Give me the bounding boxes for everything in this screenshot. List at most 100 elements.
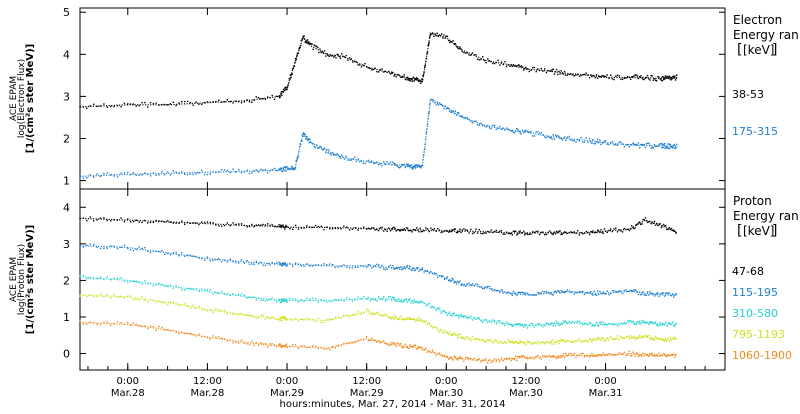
data-point [327,54,329,57]
data-point [127,171,129,174]
data-point [421,79,424,81]
data-point [428,350,430,353]
data-point [331,300,334,303]
data-point [106,293,108,296]
data-point [656,222,658,225]
data-point [281,225,284,227]
data-point [369,67,371,70]
data-point [510,324,512,326]
data-point [642,78,644,81]
series-1060-1900 [79,320,678,364]
data-point [666,325,668,327]
data-point [420,319,422,321]
data-point [103,296,105,298]
data-point [457,47,459,49]
data-point [580,75,582,77]
data-point [287,84,289,86]
data-point [463,338,465,340]
data-point [149,175,152,177]
data-point [632,226,634,229]
data-point [264,98,267,100]
data-point [303,132,305,135]
data-point [650,292,652,294]
data-point [396,342,399,344]
data-point [468,338,470,341]
data-point [408,318,410,320]
data-point [371,160,373,162]
data-point [301,38,304,40]
data-point [575,321,577,323]
data-point [533,358,536,360]
data-point [402,319,404,321]
data-point [218,225,220,227]
data-point [169,221,172,223]
data-point [602,141,604,144]
data-point [575,340,577,342]
data-point [229,311,231,314]
data-point [451,111,453,113]
data-point [304,134,306,136]
data-point [648,221,650,223]
data-point [649,353,651,355]
data-point [511,130,513,132]
data-point [621,143,624,145]
data-point [369,313,371,315]
data-point [379,341,381,344]
data-point [643,354,645,357]
data-point [645,335,648,338]
data-point [285,264,287,266]
data-point [561,339,563,342]
data-point [394,299,396,301]
data-point [320,225,322,228]
data-point [255,298,257,301]
data-point [303,227,305,229]
data-point [366,298,368,300]
data-point [575,74,577,76]
data-point [223,309,226,312]
data-point [500,322,503,324]
data-point [129,324,132,326]
data-point [240,223,243,225]
data-point [636,291,639,293]
data-point [598,337,600,339]
data-point [369,264,371,266]
data-point [500,357,503,359]
data-point [521,341,524,344]
data-point [453,355,455,357]
data-point [587,291,589,294]
data-point [553,291,556,293]
data-point [610,142,612,144]
data-point [476,338,479,340]
data-point [435,326,437,328]
data-point [490,340,492,342]
data-point [454,314,457,317]
data-point [280,317,282,319]
data-point [251,340,253,342]
data-point [495,323,497,325]
data-point [428,113,430,115]
data-point [596,355,599,357]
data-point [404,267,406,270]
data-point [673,325,675,327]
data-point [446,314,449,317]
data-point [428,230,430,233]
data-point [568,73,570,76]
data-point [466,317,468,319]
data-point [664,323,666,326]
data-point [668,147,670,149]
data-point [562,232,565,234]
data-point [158,104,160,106]
data-point [281,300,283,303]
data-point [657,292,659,294]
data-point [493,230,496,233]
data-point [492,319,494,321]
data-point [623,227,625,230]
data-point [292,265,294,267]
data-point [144,299,146,302]
data-point [384,300,387,302]
data-point [602,291,604,293]
data-point [441,104,443,106]
data-point [292,319,294,321]
data-point [661,292,664,294]
data-point [257,171,260,173]
